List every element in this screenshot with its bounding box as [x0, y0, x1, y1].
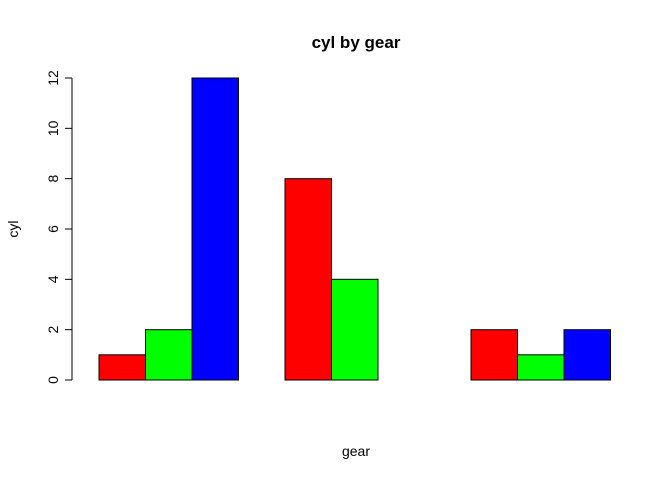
bar [98, 354, 146, 381]
bar [331, 278, 379, 381]
bars-group [98, 77, 611, 381]
y-tick-label: 6 [45, 225, 61, 233]
bar [563, 329, 611, 381]
bar [191, 77, 239, 381]
y-axis: 0 2 4 6 8 10 12 [45, 70, 73, 384]
chart-title: cyl by gear [312, 33, 401, 52]
y-tick-label: 10 [45, 120, 61, 136]
y-axis-label: cyl [5, 220, 21, 237]
y-tick-label: 4 [45, 275, 61, 283]
y-tick-label: 2 [45, 326, 61, 334]
bar [145, 329, 193, 381]
y-tick-label: 0 [45, 376, 61, 384]
y-tick-label: 8 [45, 175, 61, 183]
x-axis-label: gear [342, 443, 370, 459]
bar [284, 178, 332, 381]
y-tick-label: 12 [45, 70, 61, 86]
bar [517, 354, 565, 381]
bar [470, 329, 518, 381]
